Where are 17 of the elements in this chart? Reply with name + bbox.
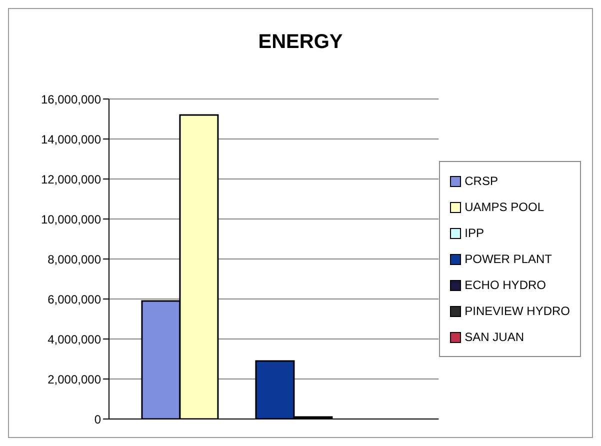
y-tick-label: 14,000,000 [40, 132, 102, 146]
y-tick-label: 12,000,000 [40, 172, 102, 186]
legend-label: POWER PLANT [464, 251, 552, 268]
y-tick-label: 6,000,000 [48, 292, 102, 306]
legend-label: UAMPS POOL [464, 199, 544, 216]
legend-label: PINEVIEW HYDRO [464, 303, 570, 320]
y-tick-label: 8,000,000 [48, 252, 102, 266]
y-tick-label: 10,000,000 [40, 212, 102, 226]
legend-label: CRSP [464, 173, 498, 190]
legend-label: ECHO HYDRO [464, 277, 546, 294]
chart-title: ENERGY [257, 30, 344, 55]
y-tick-label: 16,000,000 [40, 92, 102, 106]
legend-label: IPP [464, 225, 484, 242]
y-tick-label: 0 [94, 412, 102, 426]
y-tick-label: 4,000,000 [48, 332, 102, 346]
y-tick-label: 2,000,000 [48, 372, 102, 386]
legend-label: SAN JUAN [464, 329, 524, 346]
